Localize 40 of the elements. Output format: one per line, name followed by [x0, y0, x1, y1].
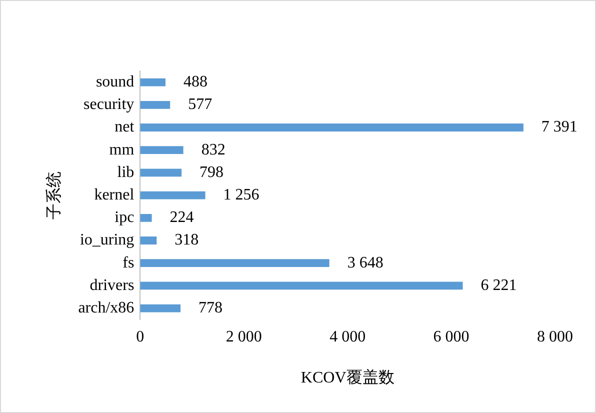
bar — [140, 191, 206, 200]
data-label: 7 391 — [541, 118, 578, 136]
y-tick-label: arch/x86 — [78, 300, 134, 317]
bar — [140, 168, 182, 177]
y-tick-label: net — [114, 118, 135, 136]
y-tick-label: ipc — [114, 209, 134, 226]
bar — [140, 282, 463, 290]
y-tick-label: drivers — [90, 276, 134, 294]
bar — [140, 214, 152, 222]
x-axis-title: KCOV覆盖数 — [300, 368, 394, 387]
y-tick-label: security — [84, 96, 134, 114]
x-tick-label: 2 000 — [226, 328, 262, 346]
data-label: 832 — [201, 141, 226, 158]
bar — [140, 304, 181, 312]
bar — [140, 236, 157, 244]
data-label: 577 — [188, 96, 212, 114]
data-label: 488 — [183, 74, 208, 91]
data-label: 798 — [200, 164, 224, 181]
data-label: 318 — [174, 232, 199, 249]
y-tick-label: fs — [122, 254, 134, 272]
bar — [140, 78, 166, 86]
x-tick-label: 8 000 — [537, 328, 573, 346]
data-label: 6 221 — [480, 276, 517, 294]
data-label: 778 — [198, 300, 223, 317]
x-tick-label: 0 — [136, 328, 144, 346]
bar — [140, 146, 184, 154]
bar — [140, 124, 524, 132]
x-tick-label: 6 000 — [433, 328, 470, 346]
y-tick-label: kernel — [94, 186, 135, 204]
bar — [140, 259, 330, 268]
bar — [140, 100, 170, 109]
y-tick-label: mm — [109, 141, 135, 158]
y-axis-title: 子系统 — [44, 171, 63, 220]
x-tick-label: 4 000 — [330, 328, 366, 346]
y-tick-label: io_uring — [80, 232, 134, 249]
y-tick-label: lib — [117, 164, 134, 181]
data-label: 3 648 — [347, 254, 384, 272]
data-label: 1 256 — [223, 186, 260, 204]
y-tick-label: sound — [96, 74, 134, 91]
data-label: 224 — [170, 209, 194, 226]
